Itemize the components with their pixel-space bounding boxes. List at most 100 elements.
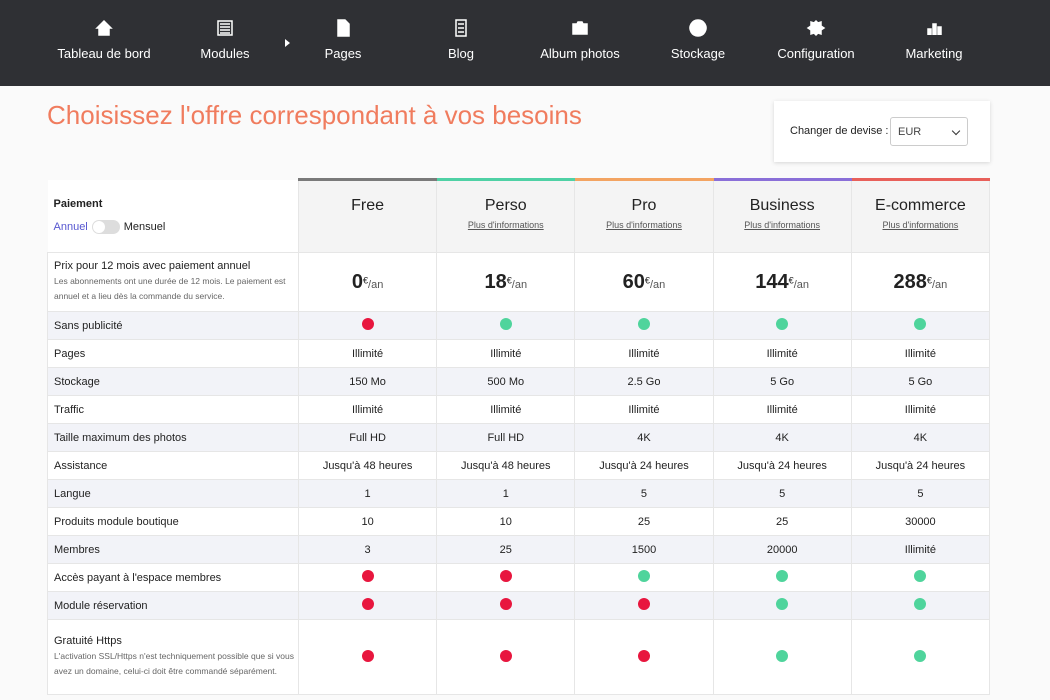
nav-label: Album photos — [540, 46, 620, 61]
feature-value: 25 — [499, 543, 512, 556]
excluded-dot — [637, 598, 650, 610]
more-info-link[interactable]: Plus d'informations — [744, 220, 821, 230]
feature-cell: Illimité — [574, 339, 714, 368]
feature-cell — [574, 563, 714, 592]
included-dot — [914, 649, 927, 662]
payment-toggle[interactable]: Annuel Mensuel — [53, 219, 299, 234]
more-info-link[interactable]: Plus d'informations — [606, 220, 682, 230]
nav-label: Modules — [200, 46, 250, 61]
feature-cell — [436, 619, 576, 695]
annual-label: Annuel — [53, 220, 88, 233]
feature-label: Traffic — [54, 403, 84, 416]
excluded-dot — [361, 570, 374, 582]
feature-cell — [297, 311, 438, 340]
nav-item[interactable]: Modules — [166, 18, 290, 61]
toggle-switch[interactable] — [91, 219, 120, 234]
excluded-dot — [361, 649, 374, 662]
feature-cell: 10 — [297, 507, 438, 536]
feature-value: 1 — [502, 487, 509, 500]
price-currency: € — [926, 274, 932, 285]
nav-item[interactable]: Pages — [284, 18, 402, 61]
feature-label: Taille maximum des photos — [54, 431, 187, 444]
feature-cell — [574, 619, 714, 695]
price-value: 18 — [484, 270, 507, 293]
nav-item[interactable]: Album photos — [521, 18, 639, 61]
feature-value: Jusqu'à 48 heures — [322, 459, 413, 472]
feature-row: Assistance Jusqu'à 48 heures Jusqu'à 48 he… — [47, 451, 991, 480]
feature-cell — [297, 563, 438, 592]
feature-cell: 150 Mo — [297, 367, 438, 396]
row-label: Langue — [47, 479, 299, 508]
feature-value: 5 Go — [770, 375, 795, 388]
feature-label: Assistance — [54, 459, 108, 472]
included-dot — [914, 598, 927, 610]
feature-value: Illimité — [766, 347, 798, 360]
feature-value: Jusqu'à 24 heures — [875, 459, 966, 472]
feature-value: Illimité — [628, 347, 660, 360]
nav-label: Tableau de bord — [57, 46, 151, 61]
plan-header: Perso Plus d'informations — [436, 178, 576, 253]
excluded-dot — [499, 649, 512, 662]
feature-cell: 25 — [712, 507, 852, 536]
feature-value: Illimité — [904, 403, 936, 416]
more-info-link[interactable]: Plus d'informations — [882, 220, 959, 230]
feature-cell: Illimité — [436, 339, 576, 368]
feature-cell: Full HD — [436, 423, 576, 452]
feature-label: Gratuité Https — [54, 635, 122, 647]
feature-cell: 1500 — [574, 535, 714, 564]
nav-icon — [95, 19, 113, 36]
nav-icon — [455, 19, 467, 37]
currency-select[interactable]: EUR — [890, 117, 968, 146]
currency-label: Changer de devise : — [790, 125, 889, 137]
feature-value: 5 — [917, 487, 924, 500]
feature-cell: 1 — [297, 479, 438, 508]
feature-value: Illimité — [490, 403, 522, 416]
nav-label: Pages — [324, 46, 362, 61]
included-dot — [776, 318, 789, 330]
feature-label: Produits module boutique — [54, 515, 179, 528]
feature-cell: 4K — [574, 423, 714, 452]
more-info-link[interactable]: Plus d'informations — [467, 220, 544, 230]
row-label: Module réservation — [47, 591, 299, 620]
price-cell: 0€/an — [297, 252, 438, 312]
feature-cell: 4K — [850, 423, 991, 452]
nav-item[interactable]: Configuration — [757, 18, 875, 61]
price-value: 60 — [622, 270, 645, 293]
plan-name: E-commerce — [875, 197, 966, 214]
feature-cell — [712, 563, 852, 592]
nav-item[interactable]: Tableau de bord — [45, 18, 163, 61]
feature-cell: 5 Go — [850, 367, 991, 396]
feature-cell: Jusqu'à 24 heures — [574, 451, 714, 480]
price-row: Prix pour 12 mois avec paiement annuel Le… — [47, 252, 991, 312]
feature-row: Sans publicité — [47, 311, 991, 340]
feature-value: 5 — [779, 487, 786, 500]
nav-item[interactable]: Marketing — [875, 18, 993, 61]
feature-value: Full HD — [487, 431, 525, 444]
nav-icon — [806, 19, 826, 37]
nav-label: Stockage — [670, 46, 726, 61]
page-title: Choisissez l'offre correspondant à vos b… — [47, 100, 582, 130]
feature-value: 25 — [776, 515, 789, 528]
feature-value: Illimité — [628, 403, 660, 416]
header-row: Paiement Annuel Mensuel Free Perso Plus d'inf… — [47, 178, 991, 253]
included-dot — [914, 318, 927, 330]
feature-value: Jusqu'à 24 heures — [599, 459, 689, 472]
feature-value: Jusqu'à 24 heures — [737, 459, 827, 472]
included-dot — [776, 570, 789, 582]
price-currency: € — [644, 274, 650, 285]
feature-row: Langue 1 1 5 5 5 — [47, 479, 991, 508]
feature-cell — [850, 311, 991, 340]
monthly-label: Mensuel — [123, 220, 166, 233]
feature-label: Pages — [54, 347, 86, 360]
price-cell: 288€/an — [850, 252, 991, 312]
feature-row: Taille maximum des photos Full HD Full HD 4… — [47, 423, 991, 452]
nav-item[interactable]: Stockage — [639, 18, 757, 61]
row-label: Pages — [47, 339, 299, 368]
feature-cell: Illimité — [297, 339, 438, 368]
nav-icon — [689, 19, 707, 37]
included-dot — [637, 570, 650, 582]
included-dot — [914, 570, 927, 582]
nav-item[interactable]: Blog — [402, 18, 520, 61]
feature-cell — [436, 311, 576, 340]
